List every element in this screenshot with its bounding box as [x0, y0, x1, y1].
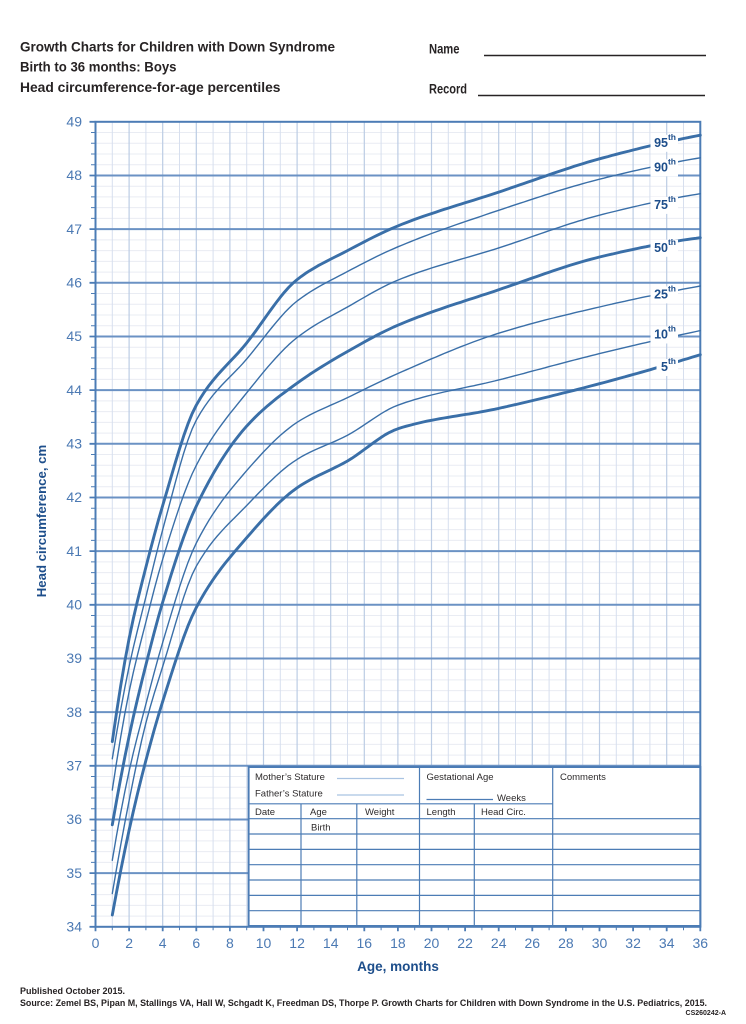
svg-text:35: 35 — [66, 865, 82, 881]
svg-text:39: 39 — [66, 650, 82, 666]
svg-text:18: 18 — [390, 935, 406, 951]
svg-text:Growth Charts for Children wit: Growth Charts for Children with Down Syn… — [20, 39, 335, 55]
svg-text:Comments: Comments — [560, 772, 606, 783]
svg-text:0: 0 — [92, 935, 100, 951]
svg-text:41: 41 — [66, 543, 82, 559]
svg-text:Length: Length — [427, 807, 456, 818]
svg-text:44: 44 — [66, 382, 82, 398]
svg-text:Gestational Age: Gestational Age — [427, 772, 494, 783]
svg-text:36: 36 — [693, 935, 709, 951]
svg-text:Birth to 36 months: Boys: Birth to 36 months: Boys — [20, 59, 177, 75]
svg-text:20: 20 — [424, 935, 440, 951]
svg-text:Age: Age — [310, 807, 327, 818]
svg-text:6: 6 — [192, 935, 200, 951]
svg-text:16: 16 — [357, 935, 373, 951]
svg-text:Source: Zemel BS, Pipan M, Sta: Source: Zemel BS, Pipan M, Stallings VA,… — [20, 998, 707, 1008]
svg-text:4: 4 — [159, 935, 167, 951]
svg-text:37: 37 — [66, 758, 82, 774]
svg-text:22: 22 — [457, 935, 473, 951]
svg-text:24: 24 — [491, 935, 507, 951]
svg-text:Weeks: Weeks — [497, 793, 526, 804]
svg-text:47: 47 — [66, 221, 82, 237]
svg-text:Weight: Weight — [365, 807, 395, 818]
svg-text:46: 46 — [66, 275, 82, 291]
svg-text:34: 34 — [66, 919, 82, 935]
svg-text:8: 8 — [226, 935, 234, 951]
svg-text:Age, months: Age, months — [357, 959, 439, 974]
svg-text:14: 14 — [323, 935, 339, 951]
svg-text:12: 12 — [289, 935, 305, 951]
svg-text:10: 10 — [256, 935, 272, 951]
svg-text:26: 26 — [525, 935, 541, 951]
svg-text:43: 43 — [66, 436, 82, 452]
svg-text:28: 28 — [558, 935, 574, 951]
svg-text:38: 38 — [66, 704, 82, 720]
svg-text:49: 49 — [66, 114, 82, 130]
svg-text:Mother’s Stature: Mother’s Stature — [255, 772, 325, 783]
svg-text:34: 34 — [659, 935, 675, 951]
svg-text:Record: Record — [429, 82, 467, 98]
svg-text:Date: Date — [255, 807, 275, 818]
svg-text:Head circumference, cm: Head circumference, cm — [34, 445, 49, 597]
svg-text:48: 48 — [66, 167, 82, 183]
svg-text:Birth: Birth — [311, 823, 331, 834]
svg-text:Head Circ.: Head Circ. — [481, 807, 526, 818]
svg-text:42: 42 — [66, 489, 82, 505]
svg-text:40: 40 — [66, 597, 82, 613]
svg-text:Published October 2015.: Published October 2015. — [20, 986, 125, 996]
svg-text:Name: Name — [429, 42, 460, 58]
svg-text:36: 36 — [66, 811, 82, 827]
svg-text:45: 45 — [66, 328, 82, 344]
svg-text:Father’s Stature: Father’s Stature — [255, 789, 323, 800]
svg-text:32: 32 — [625, 935, 641, 951]
svg-text:2: 2 — [125, 935, 133, 951]
svg-text:Head circumference-for-age per: Head circumference-for-age percentiles — [20, 80, 281, 96]
svg-text:30: 30 — [592, 935, 608, 951]
svg-text:CS260242-A: CS260242-A — [686, 1010, 726, 1017]
